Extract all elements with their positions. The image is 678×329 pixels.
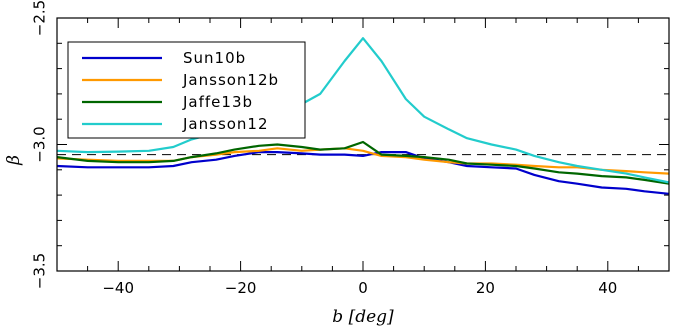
x-tick-label: 20 [476, 279, 495, 297]
y-axis-label: β [4, 155, 24, 166]
y-tick-label: −3.0 [31, 126, 49, 162]
x-tick-label: −20 [225, 279, 257, 297]
legend-label-sun10b: Sun10b [183, 49, 246, 67]
y-tick-label: −2.5 [31, 0, 49, 36]
legend-label-jaffe13b: Jaffe13b [182, 93, 253, 111]
tick-labels-layer: −40 −20 0 20 40 −3.5 −3.0 −2.5 [31, 0, 618, 297]
legend-label-jansson12: Jansson12 [182, 115, 269, 133]
x-tick-label: −40 [102, 279, 134, 297]
legend: Sun10b Jansson12b Jaffe13b Jansson12 [67, 41, 306, 139]
ticks-layer [57, 17, 669, 272]
y-tick-label: −3.5 [31, 253, 49, 289]
legend-label-jansson12b: Jansson12b [182, 71, 279, 89]
x-tick-label: 0 [358, 279, 368, 297]
series-line-jansson12b [57, 147, 669, 175]
series-line-jaffe13b [57, 140, 669, 185]
x-tick-label: 40 [598, 279, 617, 297]
series-layer [57, 37, 669, 195]
series-line-jansson12 [57, 37, 669, 184]
x-axis-label: b [deg] [332, 307, 394, 327]
